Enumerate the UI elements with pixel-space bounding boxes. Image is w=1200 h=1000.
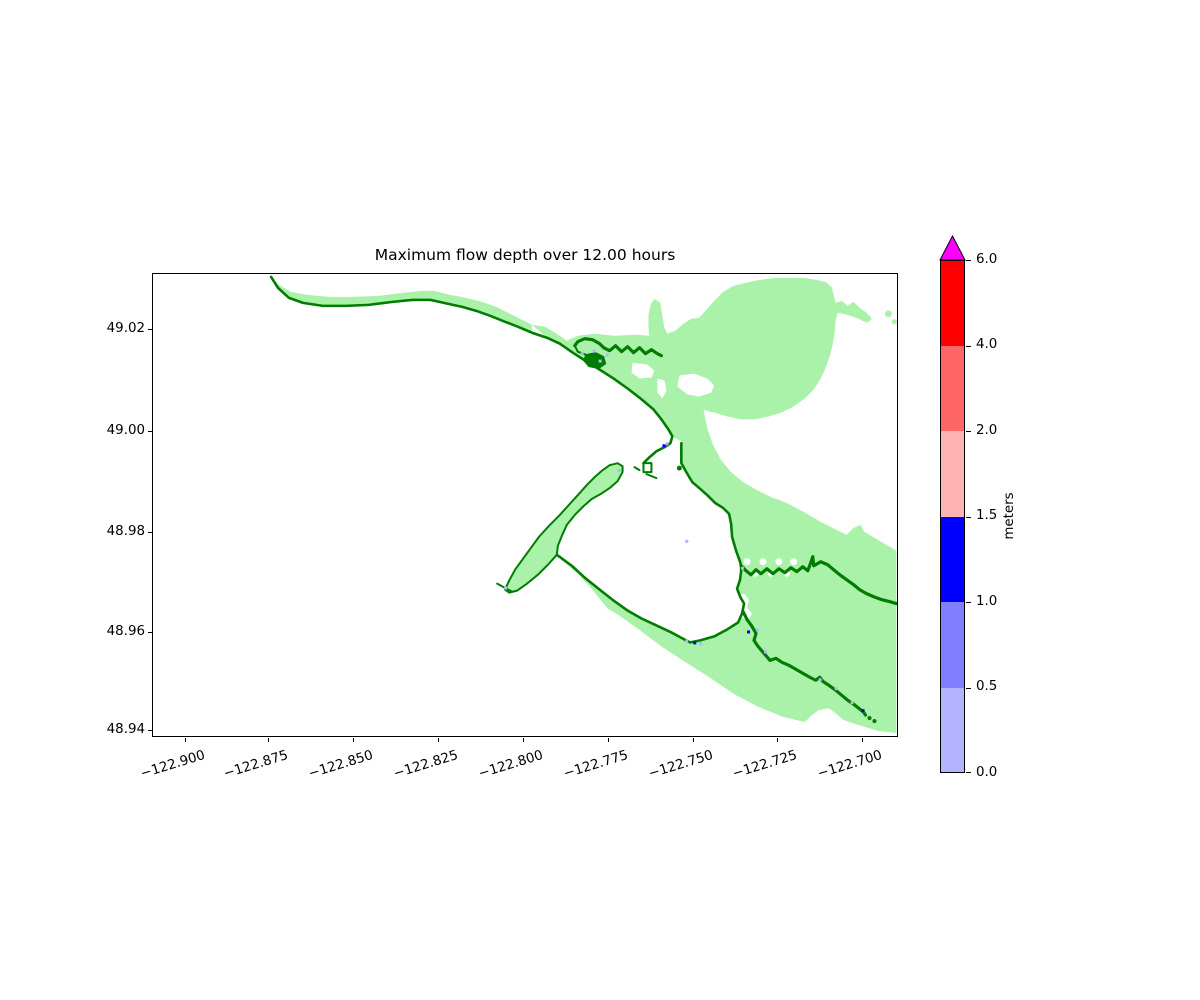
- y-tick: [148, 632, 152, 634]
- plot-area: [152, 273, 898, 737]
- y-tick-label: 48.96: [106, 624, 145, 639]
- x-tick: [268, 738, 270, 742]
- x-tick: [862, 738, 864, 742]
- creek-meander-loop: [743, 558, 751, 566]
- water-pocket: [631, 362, 655, 379]
- y-tick-label: 48.94: [106, 722, 145, 737]
- campbell-river-squiggle: [573, 337, 664, 358]
- y-tick: [148, 532, 152, 534]
- colorbar-tick-label: 1.0: [976, 594, 998, 609]
- colorbar-frame: [940, 260, 965, 773]
- x-tick-label: −122.800: [477, 748, 546, 782]
- offshore-green-patch: [884, 310, 892, 318]
- semiahmoo-spit: [505, 463, 623, 593]
- marina-pier: [633, 466, 641, 472]
- spit-inner-edge: [504, 553, 558, 594]
- x-tick-label: −122.875: [222, 748, 291, 782]
- colorbar-tick-label: 0.0: [976, 765, 998, 780]
- colorbar-segment: [940, 431, 965, 517]
- harbor-east-shore: [680, 441, 743, 568]
- plot-title: Maximum flow depth over 12.00 hours: [374, 246, 676, 264]
- x-tick-label: −122.700: [816, 748, 885, 782]
- x-tick-label: −122.725: [731, 748, 800, 782]
- depth-specks: [504, 349, 865, 713]
- colorbar-tick-label: 6.0: [976, 252, 998, 267]
- x-tick-label: −122.775: [562, 748, 631, 782]
- colorbar-tick-label: 4.0: [976, 337, 998, 352]
- water-pocket: [677, 373, 715, 397]
- y-tick-label: 49.00: [106, 423, 145, 438]
- x-tick: [523, 738, 525, 742]
- x-tick: [693, 738, 695, 742]
- colorbar-axis-label: meters: [1002, 492, 1017, 540]
- creek-dot: [867, 715, 872, 721]
- x-tick: [185, 738, 187, 742]
- offshore-green-patch: [891, 319, 897, 325]
- creek-meander-loop: [759, 558, 767, 566]
- creek-meander-loop: [775, 558, 783, 566]
- marina-dot: [676, 465, 682, 471]
- x-tick-label: −122.750: [647, 748, 716, 782]
- x-tick-label: −122.825: [392, 748, 461, 782]
- marina-breakwater: [642, 462, 653, 474]
- california-creek: [739, 555, 815, 577]
- marina-pier: [645, 473, 658, 480]
- creek-dot: [872, 718, 877, 724]
- colorbar-segment: [940, 687, 965, 773]
- colorbar-segment: [940, 516, 965, 603]
- colorbar-tick: [966, 260, 971, 262]
- colorbar-tick: [966, 431, 971, 433]
- y-tick: [148, 730, 152, 732]
- x-tick: [777, 738, 779, 742]
- california-creek-lower: [811, 555, 897, 606]
- river-mouth-pond: [583, 352, 607, 370]
- colorbar-segment: [940, 345, 965, 432]
- y-tick-label: 48.98: [106, 524, 145, 539]
- colorbar-tick: [966, 687, 971, 689]
- colorbar-tick-label: 0.5: [976, 679, 998, 694]
- x-tick-label: −122.850: [307, 748, 376, 782]
- y-tick: [148, 329, 152, 331]
- colorbar-tick: [966, 516, 971, 518]
- spit-outline: [504, 462, 624, 591]
- y-tick-label: 49.02: [106, 321, 145, 336]
- x-tick: [438, 738, 440, 742]
- x-tick-label: −122.900: [139, 748, 208, 782]
- colorbar-tick: [966, 772, 971, 774]
- colorbar-segment: [940, 260, 965, 346]
- colorbar-segment: [940, 602, 965, 688]
- colorbar-tick: [966, 602, 971, 604]
- flood-plain: [531, 324, 897, 734]
- creek-meander-loop: [790, 558, 798, 566]
- colorbar-tick-label: 2.0: [976, 423, 998, 438]
- water-pocket: [657, 378, 667, 399]
- y-tick: [148, 431, 152, 433]
- colorbar-tick: [966, 345, 971, 347]
- dakota-creek: [741, 609, 868, 717]
- colorbar-tick-label: 1.5: [976, 508, 998, 523]
- colorbar-over-triangle: [939, 235, 966, 261]
- x-tick: [608, 738, 610, 742]
- shoreline-main: [269, 275, 674, 465]
- x-tick: [353, 738, 355, 742]
- map-canvas: [269, 275, 897, 734]
